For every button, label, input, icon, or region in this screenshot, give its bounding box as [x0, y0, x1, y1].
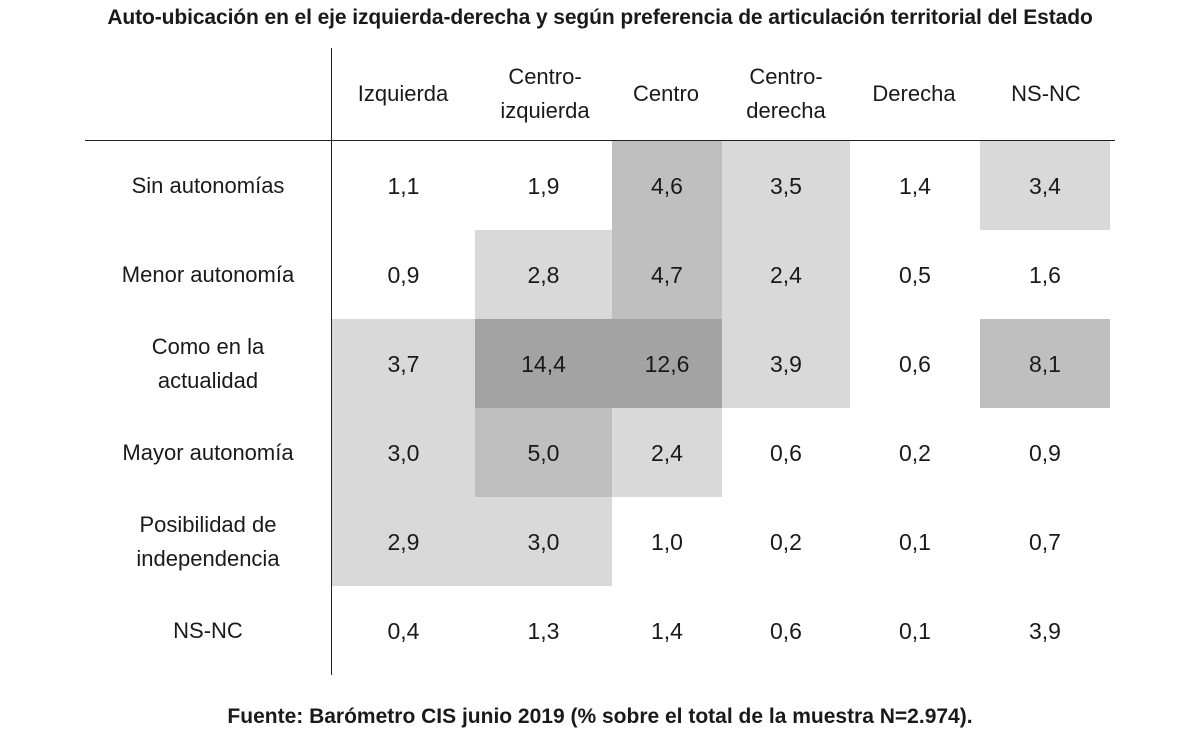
column-header: Centro- derecha	[746, 64, 826, 123]
row-header: Mayor autonomía	[122, 439, 294, 465]
table-cell: 0,5	[850, 230, 980, 319]
table-cell: 14,4	[475, 319, 612, 408]
column-header: Izquierda	[357, 81, 449, 106]
table-cell: 8,1	[980, 319, 1110, 408]
table-cell: 3,5	[722, 141, 850, 230]
table-cell: 2,9	[332, 497, 475, 586]
column-header: Centro- izquierda	[500, 64, 590, 123]
table-cell: 0,4	[332, 586, 475, 675]
horizontal-divider	[85, 140, 1115, 141]
table-cell: 0,2	[722, 497, 850, 586]
column-header: NS-NC	[1011, 81, 1081, 106]
table-cell: 5,0	[475, 408, 612, 497]
vertical-divider	[331, 48, 332, 675]
table-cell: 3,7	[332, 319, 475, 408]
table-cell: 1,9	[475, 141, 612, 230]
table-cell: 2,8	[475, 230, 612, 319]
chart-title: Auto-ubicación en el eje izquierda-derec…	[107, 6, 1093, 29]
table-cell: 3,4	[980, 141, 1110, 230]
table-cell: 1,4	[612, 586, 722, 675]
table-cell: 1,3	[475, 586, 612, 675]
table-cell: 0,2	[850, 408, 980, 497]
table-cell: 0,6	[722, 408, 850, 497]
table-cell: 2,4	[612, 408, 722, 497]
table-cell: 0,9	[332, 230, 475, 319]
column-header: Derecha	[872, 81, 956, 106]
table-cell: 0,7	[980, 497, 1110, 586]
table-cell: 0,1	[850, 586, 980, 675]
table-cell: 3,9	[722, 319, 850, 408]
table-cell: 1,0	[612, 497, 722, 586]
table-cell: 4,6	[612, 141, 722, 230]
row-header: NS-NC	[173, 617, 243, 643]
table-cell: 12,6	[612, 319, 722, 408]
table-cell: 4,7	[612, 230, 722, 319]
column-header: Centro	[632, 81, 700, 106]
table-cell: 3,0	[475, 497, 612, 586]
table-cell: 1,1	[332, 141, 475, 230]
table-cell: 2,4	[722, 230, 850, 319]
table-cell: 1,4	[850, 141, 980, 230]
table-cell: 0,9	[980, 408, 1110, 497]
row-header: Sin autonomías	[131, 172, 285, 198]
source-note: Fuente: Barómetro CIS junio 2019 (% sobr…	[227, 705, 973, 728]
table-cell: 1,6	[980, 230, 1110, 319]
table-cell: 3,0	[332, 408, 475, 497]
table-cell: 3,9	[980, 586, 1110, 675]
row-header: Como en la actualidad	[151, 333, 265, 393]
row-header: Posibilidad de independencia	[136, 511, 280, 571]
table-cell: 0,1	[850, 497, 980, 586]
table-cell: 0,6	[850, 319, 980, 408]
row-header: Menor autonomía	[121, 261, 295, 287]
table-cell: 0,6	[722, 586, 850, 675]
